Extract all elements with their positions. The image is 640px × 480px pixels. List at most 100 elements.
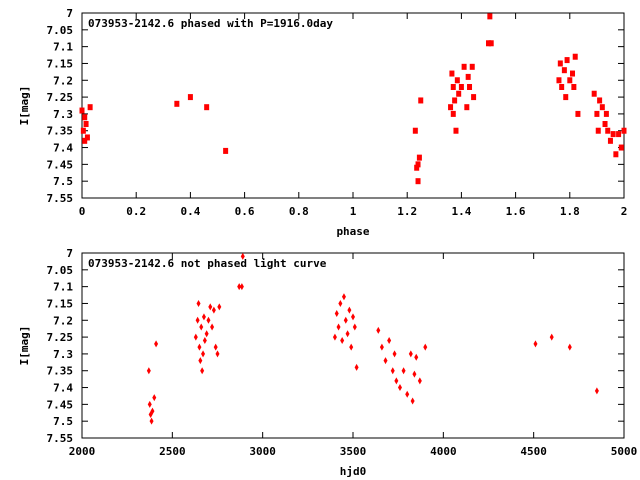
x-tick-label: 1 (350, 205, 357, 218)
y-tick-label: 7.05 (47, 264, 74, 277)
data-point (82, 137, 88, 144)
y-tick-label: 7.2 (53, 74, 73, 87)
data-point (607, 137, 613, 144)
data-point (575, 110, 581, 117)
data-point (570, 70, 576, 77)
y-tick-label: 7.1 (53, 41, 73, 54)
x-tick-label: 4000 (430, 445, 457, 458)
data-point (379, 343, 384, 351)
data-point (237, 283, 242, 291)
data-point (196, 299, 201, 307)
data-point (187, 94, 193, 101)
data-point (211, 306, 216, 314)
y-tick-label: 7 (66, 7, 73, 20)
data-point (213, 343, 218, 351)
data-point (401, 367, 406, 375)
data-point (561, 67, 567, 74)
data-point (82, 114, 88, 121)
data-point (572, 53, 578, 60)
y-tick-label: 7.2 (53, 314, 73, 327)
x-tick-label: 4500 (520, 445, 547, 458)
data-point (467, 84, 473, 90)
data-point (599, 104, 605, 111)
data-point (453, 127, 459, 134)
data-point (452, 97, 458, 104)
data-point (591, 90, 597, 97)
data-point (150, 407, 155, 415)
data-point (454, 77, 460, 84)
data-point (201, 313, 206, 321)
data-point (392, 350, 397, 358)
data-point (621, 127, 627, 134)
x-tick-label: 3000 (249, 445, 276, 458)
data-point (594, 110, 600, 117)
data-point (332, 333, 337, 341)
data-point (557, 60, 563, 67)
data-point (418, 97, 424, 104)
data-point (595, 127, 601, 134)
x-tick-label: 1.4 (451, 205, 471, 218)
x-tick-label: 0 (79, 205, 86, 218)
data-point (149, 417, 154, 425)
data-point (416, 154, 422, 161)
data-point (458, 84, 464, 90)
data-point (240, 252, 245, 260)
x-tick-label: 0.2 (126, 205, 146, 218)
data-point (79, 107, 85, 114)
data-point (469, 63, 475, 70)
data-point (204, 330, 209, 338)
data-point (605, 127, 611, 134)
data-point (448, 104, 454, 111)
data-point (456, 90, 462, 97)
data-point (152, 394, 157, 402)
y-tick-label: 7.25 (47, 91, 74, 104)
data-point (349, 343, 354, 351)
data-point (602, 121, 608, 127)
y-tick-label: 7.4 (53, 382, 73, 395)
y-tick-label: 7 (66, 247, 73, 260)
data-point (563, 94, 569, 101)
x-axis-label: phase (336, 225, 369, 238)
data-point (347, 306, 352, 314)
data-point (202, 336, 207, 344)
data-point (154, 340, 159, 348)
data-point (340, 336, 345, 344)
data-point (449, 70, 455, 77)
data-point (616, 131, 622, 138)
data-point (610, 131, 616, 138)
data-point (471, 94, 477, 101)
y-tick-label: 7.55 (47, 432, 74, 445)
data-point (80, 127, 86, 134)
y-tick-label: 7.35 (47, 365, 74, 378)
unphased-light-curve-panel: 2000 2500 3000 3500 4000 4500 5000 7 7.05 7.1 7.15… (18, 247, 637, 478)
data-point (338, 299, 343, 307)
x-tick-label: 2 (621, 205, 628, 218)
data-point (147, 400, 152, 408)
y-tick-label: 7.45 (47, 398, 74, 411)
y-tick-label: 7.1 (53, 281, 73, 294)
data-point (450, 84, 456, 90)
y-axis-label: I[mag] (18, 326, 31, 366)
data-point (594, 387, 599, 395)
x-tick-label: 0.8 (289, 205, 309, 218)
data-point (597, 97, 603, 104)
data-point (423, 343, 428, 351)
data-point (354, 363, 359, 371)
x-tick-label: 3500 (340, 445, 367, 458)
y-tick-label: 7.45 (47, 158, 74, 171)
x-tick-label: 2500 (159, 445, 186, 458)
data-point (559, 84, 565, 90)
y-tick-label: 7.35 (47, 125, 74, 138)
data-point (345, 330, 350, 338)
y-axis-label: I[mag] (18, 86, 31, 126)
data-point (193, 333, 198, 341)
data-point (603, 110, 609, 117)
data-point (571, 84, 577, 90)
y-tick-label: 7.25 (47, 331, 74, 344)
x-tick-label: 0.6 (235, 205, 255, 218)
data-point (613, 151, 619, 158)
data-point (215, 350, 220, 358)
data-point (486, 40, 491, 47)
chart-title: 073953-2142.6 phased with P=1916.0day (88, 17, 333, 30)
x-axis-label: hjd0 (340, 465, 367, 478)
